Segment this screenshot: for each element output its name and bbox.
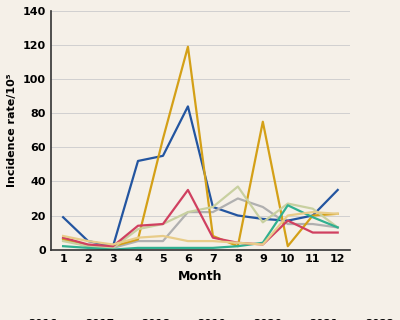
Legend: 2016, 2017, 2018, 2019, 2020, 2021, 2022: 2016, 2017, 2018, 2019, 2020, 2021, 2022 — [2, 315, 398, 320]
Y-axis label: Incidence rate/10⁵: Incidence rate/10⁵ — [7, 74, 17, 187]
X-axis label: Month: Month — [178, 270, 223, 283]
